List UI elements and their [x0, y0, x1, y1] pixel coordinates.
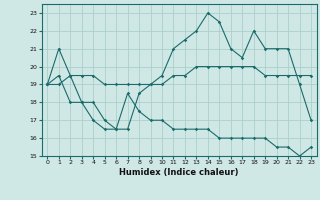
X-axis label: Humidex (Indice chaleur): Humidex (Indice chaleur): [119, 168, 239, 177]
